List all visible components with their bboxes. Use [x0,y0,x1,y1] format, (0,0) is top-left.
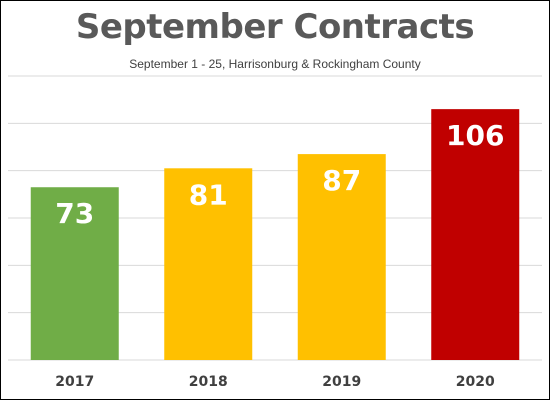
data-label-2017: 73 [55,197,94,230]
bar-2019 [297,154,386,360]
x-tick-label-2018: 2018 [189,374,228,390]
bar-2020 [431,109,520,360]
bar-2018 [164,168,253,360]
x-tick-label-2017: 2017 [55,374,94,390]
x-tick-label-2019: 2019 [322,374,361,390]
chart-subtitle: September 1 - 25, Harrisonburg & Rocking… [129,57,421,71]
data-label-2020: 106 [446,119,504,152]
data-label-2018: 81 [189,178,228,211]
chart-title: September Contracts [75,7,475,47]
data-label-2019: 87 [322,164,361,197]
x-tick-label-2020: 2020 [456,374,495,390]
bar-2017 [30,187,119,360]
